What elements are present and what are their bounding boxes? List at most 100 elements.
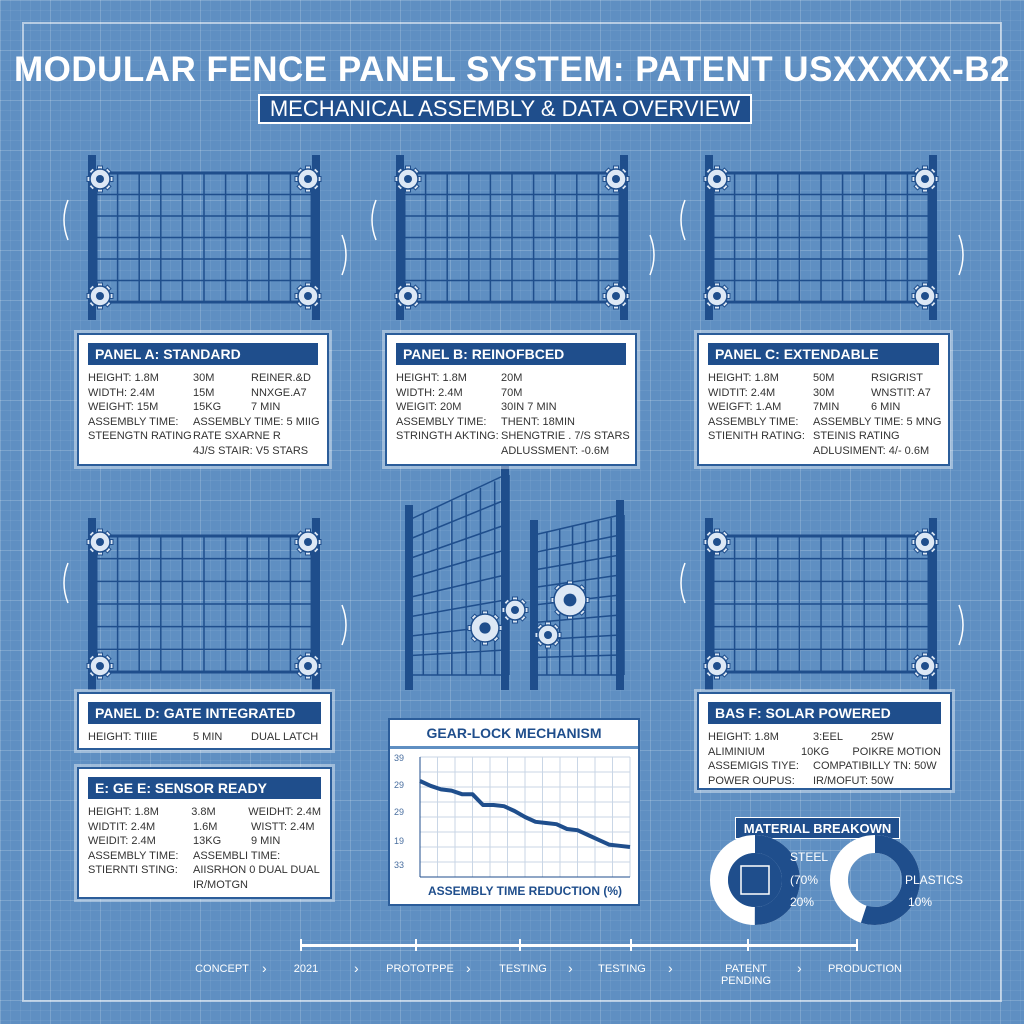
spec-row: STRINGTH AKTING: SHENGTRIE . 7/S STARS	[396, 429, 630, 444]
gear-icon	[703, 165, 731, 193]
panel-title: PANEL D: GATE INTEGRATED	[88, 702, 321, 724]
rotate-arrow-icon	[680, 199, 686, 241]
chart-plot: 39 29 29 19 33 ASSEMBLY TIME REDUCTION (%)	[394, 753, 631, 898]
plastics-label: PLASTICS	[905, 873, 964, 887]
spec-cell: STIENITH RATING:	[708, 430, 805, 442]
spec-cell: POIKRE MOTION	[852, 745, 941, 758]
spec-cell: ASSEMBLY TIME:	[396, 415, 487, 428]
spec-cell: WIDTH: 2.4M	[88, 386, 155, 399]
spec-cell: ALIMINIUM	[708, 745, 765, 758]
spec-cell: HEIGHT: 1.8M	[708, 731, 779, 743]
panel-d-card: PANEL D: GATE INTEGRATED HEIGHT: TIIIE 5 M…	[77, 692, 332, 750]
other-percent: 20%	[790, 895, 815, 909]
spec-row: ADLUSIMENT: 4/- 0.6M	[708, 444, 939, 459]
spec-cell: 3.8M	[191, 806, 216, 818]
rotate-arrow-icon	[63, 562, 69, 604]
spec-row: HEIGHT: 1.8M 30M REINER.&D	[88, 371, 318, 386]
timeline-step: PROTOTPPE	[386, 963, 454, 975]
spec-cell: 50M	[813, 372, 835, 384]
spec-cell: 30M	[813, 386, 835, 399]
chevron-right-icon: ›	[797, 960, 802, 976]
gear-icon	[86, 165, 114, 193]
spec-row: IR/MOTGN	[88, 878, 321, 893]
gear-icon	[550, 580, 590, 620]
gear-icon	[911, 165, 939, 193]
spec-row: HEIGHT: 1.8M 3.8M WEIDHT: 2.4M	[88, 805, 321, 820]
y-tick-label: 29	[394, 780, 404, 790]
spec-row: ASSEMBLY TIME: ASSEMBLI TIME:	[88, 849, 321, 864]
spec-cell: ASSEMBLY TIME:	[88, 849, 179, 862]
fence-panel	[88, 518, 320, 690]
chevron-right-icon: ›	[668, 960, 673, 976]
spec-cell: 7MIN	[813, 401, 840, 413]
fence-panel	[88, 155, 320, 320]
gear-icon	[467, 610, 503, 646]
spec-cell: SHENGTRIE . 7/S STARS	[501, 430, 630, 442]
spec-cell: 7 MIN	[251, 401, 281, 413]
timeline-step: 2021	[293, 963, 319, 975]
spec-cell: IR/MOTGN	[193, 878, 248, 891]
timeline-tick	[415, 939, 417, 951]
spec-cell: 25W	[871, 731, 894, 743]
spec-cell: WEIGFT: 1.AM	[708, 401, 782, 413]
gear-lock-chart: GEAR-LOCK MECHANISM 39 29 29 19 33 ASSEMBLY T…	[388, 718, 640, 906]
rotate-arrow-icon	[371, 199, 377, 241]
spec-row: STIENITH RATING: STEINIS RATING	[708, 429, 939, 444]
panel-c-card: PANEL C: EXTENDABLE HEIGHT: 1.8M 50M RSIGRI…	[697, 333, 950, 466]
spec-cell	[708, 444, 813, 459]
y-tick-label: 39	[394, 753, 404, 763]
spec-cell: ASSEMBLY TIME:	[88, 415, 179, 428]
spec-cell: WEIDIT: 2.4M	[88, 835, 156, 847]
spec-row: HEIGHT: TIIIE 5 MIN DUAL LATCH	[88, 730, 321, 745]
gear-icon	[86, 282, 114, 310]
spec-row: HEIGHT: 1.8M 3:EEL 25W	[708, 730, 941, 745]
spec-cell: HEIGHT: TIIIE	[88, 731, 158, 743]
spec-row: ALIMINIUM 10KG POIKRE MOTION	[708, 745, 941, 760]
panel-title: PANEL B: REINOFBCED	[396, 343, 626, 365]
panel-f-card: BAS F: SOLAR POWERED HEIGHT: 1.8M 3:EEL 25W…	[697, 692, 952, 790]
timeline-step: TESTING	[499, 963, 547, 975]
spec-cell: 1.6M	[193, 820, 218, 833]
timeline-tick	[519, 939, 521, 951]
steel-label: STEEL	[790, 850, 829, 864]
gear-icon	[602, 282, 630, 310]
panel-title: BAS F: SOLAR POWERED	[708, 702, 941, 724]
spec-row: ASSEMBLY TIME: ASSEMBLY TIME: 5 MIIG	[88, 415, 320, 430]
spec-cell: STEINIS RATING	[813, 430, 900, 442]
spec-cell: 20M	[501, 372, 523, 384]
data-line	[419, 779, 631, 849]
spec-cell: RATE SXARNE R	[193, 430, 281, 442]
spec-cell: RSIGRIST	[871, 372, 923, 384]
spec-cell: WEIGIT: 20M	[396, 401, 462, 413]
spec-cell: WISTT: 2.4M	[251, 820, 315, 833]
gear-icon	[703, 652, 731, 680]
x-axis-label: ASSEMBLY TIME REDUCTION (%)	[428, 884, 622, 898]
y-tick-label: 33	[394, 860, 404, 870]
spec-cell: WIDTH: 2.4M	[396, 386, 463, 399]
spec-row: WIDTH: 2.4M 70M	[396, 386, 626, 401]
spec-cell: HEIGHT: 1.8M	[88, 806, 159, 818]
chevron-right-icon: ›	[466, 960, 471, 976]
steel-percent: (70%	[790, 873, 819, 887]
timeline-bar	[300, 944, 856, 947]
spec-row: WIDTIT: 2.4M 30M WNSTIT: A7	[708, 386, 939, 401]
spec-cell: AIISRHON 0 DUAL DUAL	[193, 864, 320, 876]
spec-row: 4J/S STAIR: V5 STARS	[88, 444, 318, 459]
timeline-tick	[747, 939, 749, 951]
donut-segment	[710, 835, 800, 925]
gear-icon	[703, 528, 731, 556]
spec-row: STIERNTI STING: AIISRHON 0 DUAL DUAL	[88, 863, 321, 878]
spec-row: POWER OUPUS: IR/MOFUT: 50W	[708, 774, 941, 789]
spec-cell: WIDTIT: 2.4M	[88, 820, 156, 833]
spec-cell: 15KG	[193, 401, 222, 413]
y-tick-label: 19	[394, 836, 404, 846]
rotate-arrow-icon	[958, 234, 964, 276]
spec-cell: 9 MIN	[251, 835, 281, 847]
spec-cell: 30IN 7 MIN	[501, 401, 557, 413]
gear-icon	[534, 621, 562, 649]
spec-cell: HEIGHT: 1.8M	[396, 372, 467, 384]
gear-icon	[703, 282, 731, 310]
spec-cell	[88, 878, 193, 893]
plastics-percent: 10%	[908, 895, 933, 909]
gear-icon	[602, 165, 630, 193]
